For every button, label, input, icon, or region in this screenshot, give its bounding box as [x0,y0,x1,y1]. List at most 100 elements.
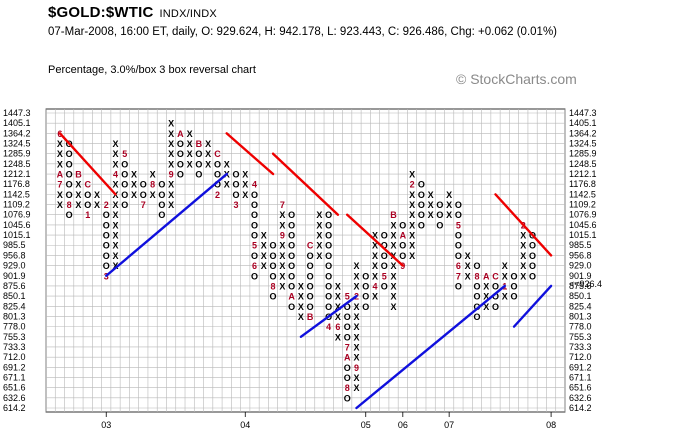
month-marker: 2 [410,180,415,190]
x-box: X [391,241,397,251]
price-label-right: 1248.5 [569,159,597,169]
x-box: X [131,170,137,180]
month-marker: 8 [67,200,72,210]
o-box: O [529,251,536,261]
x-box: X [205,159,211,169]
o-box: O [307,251,314,261]
o-box: O [232,190,239,200]
x-box: X [520,271,526,281]
x-box: X [261,261,267,271]
o-box: O [473,302,480,312]
o-box: O [399,220,406,230]
o-box: O [492,292,499,302]
x-box: X [279,281,285,291]
symbol: $GOLD:$WTIC [48,4,154,21]
current-price-label: <<926.4 [569,279,602,289]
o-box: O [288,261,295,271]
o-box: O [103,251,110,261]
quote-line: 07-Mar-2008, 16:00 ET, daily, O: 929.624… [48,26,557,38]
year-label: 05 [361,420,371,430]
x-box: X [446,190,452,200]
x-box: X [205,139,211,149]
month-marker: A [288,292,295,302]
support-trendline [299,294,358,338]
price-label-right: 1045.6 [569,220,597,230]
o-box: O [214,159,221,169]
o-box: O [529,241,536,251]
price-label-right: 929.0 [569,261,592,271]
o-box: O [214,170,221,180]
month-marker: 9 [354,363,359,373]
x-box: X [94,200,100,210]
o-box: O [103,210,110,220]
o-box: O [270,251,277,261]
o-box: O [436,210,443,220]
o-box: O [418,210,425,220]
month-marker: A [177,129,184,139]
x-box: X [261,251,267,261]
x-box: X [353,281,359,291]
o-box: O [121,190,128,200]
o-box: O [511,281,518,291]
price-label-right: 1076.9 [569,210,597,220]
year-label: 06 [398,420,408,430]
o-box: O [251,220,258,230]
x-box: X [168,129,174,139]
o-box: O [66,180,73,190]
o-box: O [344,312,351,322]
price-label-left: 1248.5 [3,159,31,169]
x-box: X [261,231,267,241]
month-marker: 7 [280,200,285,210]
o-box: O [455,231,462,241]
o-box: O [325,210,332,220]
month-marker: 4 [113,170,118,180]
o-box: O [121,159,128,169]
month-marker: 5 [456,220,461,230]
o-box: O [288,220,295,230]
o-box: O [325,251,332,261]
x-box: X [168,200,174,210]
x-box: X [502,271,508,281]
o-box: O [325,261,332,271]
o-box: O [195,149,202,159]
o-box: O [362,281,369,291]
month-marker: 4 [373,281,378,291]
month-marker: C [84,180,91,190]
o-box: O [473,312,480,322]
o-box: O [84,200,91,210]
exchange: INDX/INDX [159,8,217,20]
price-label-left: 901.9 [3,271,26,281]
o-box: O [325,281,332,291]
o-box: O [399,251,406,261]
x-box: X [75,190,81,200]
support-trendline [105,172,228,277]
o-box: O [214,180,221,190]
support-trendline [355,284,506,410]
o-box: O [492,302,499,312]
o-box: O [325,271,332,281]
month-marker: 5 [345,292,350,302]
x-box: X [224,180,230,190]
o-box: O [251,231,258,241]
o-box: O [307,292,314,302]
month-marker: C [307,241,314,251]
x-box: X [316,220,322,230]
x-box: X [465,261,471,271]
o-box: O [177,149,184,159]
price-label-right: 632.6 [569,393,592,403]
o-box: O [232,170,239,180]
x-box: X [353,302,359,312]
x-box: X [261,241,267,251]
x-box: X [335,332,341,342]
price-label-right: 1109.2 [569,200,596,210]
month-marker: 2 [104,200,109,210]
o-box: O [251,251,258,261]
x-box: X [428,200,434,210]
month-marker: 9 [169,170,174,180]
x-box: X [150,170,156,180]
x-box: X [372,292,378,302]
price-label-right: 778.0 [569,322,592,332]
o-box: O [307,271,314,281]
month-marker: 7 [141,200,146,210]
watermark: © StockCharts.com [456,71,577,87]
